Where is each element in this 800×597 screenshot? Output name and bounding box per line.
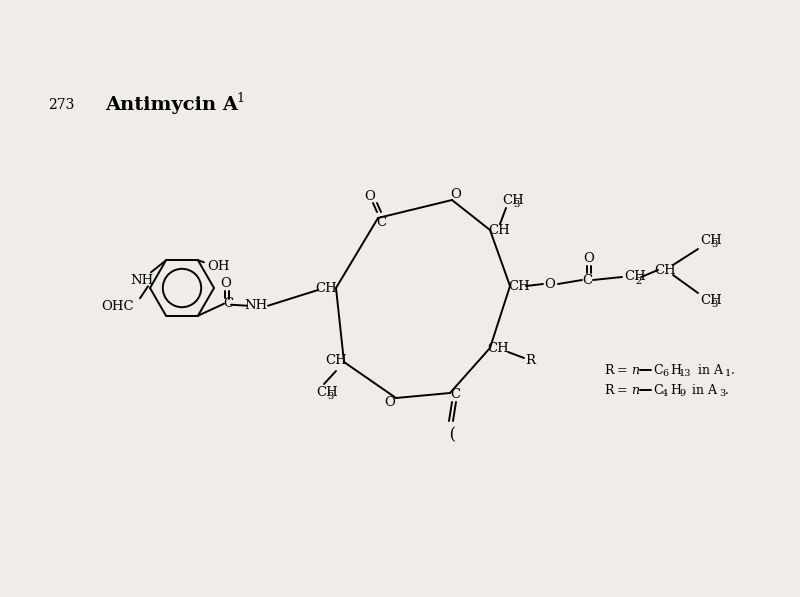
Text: OHC: OHC [102,300,134,313]
Text: 3: 3 [514,200,520,209]
Text: CH: CH [488,223,510,236]
Text: H: H [670,383,681,396]
Text: CH: CH [316,386,338,399]
Text: .: . [731,364,735,377]
Text: O: O [365,189,375,202]
Text: 3: 3 [719,389,726,399]
Text: C: C [653,364,662,377]
Text: n: n [631,364,639,377]
Text: 273: 273 [48,98,74,112]
Text: 1: 1 [236,91,244,104]
Text: 9: 9 [679,389,685,399]
Text: CH: CH [654,263,676,276]
Text: ): ) [448,423,454,439]
Text: CH: CH [700,294,722,306]
Text: C: C [653,383,662,396]
Text: CH: CH [502,193,524,207]
Text: 6: 6 [662,370,668,378]
Text: CH: CH [508,279,530,293]
Text: CH: CH [325,355,347,368]
Text: NH: NH [130,274,154,287]
Text: CH: CH [487,341,509,355]
Text: 2: 2 [636,277,642,286]
Text: 3: 3 [327,392,334,401]
Text: n: n [631,383,639,396]
Text: in A: in A [694,364,723,377]
Text: CH: CH [700,233,722,247]
Text: R: R [525,353,535,367]
Text: .: . [725,383,729,396]
Text: OH: OH [206,260,230,273]
Text: O: O [385,396,395,410]
Text: O: O [583,253,594,266]
Text: 4: 4 [662,389,668,399]
Text: C: C [376,217,386,229]
Text: NH: NH [244,299,268,312]
Text: H: H [670,364,681,377]
Text: 3: 3 [711,240,718,249]
Text: CH: CH [315,282,337,294]
Text: 13: 13 [679,370,691,378]
Text: Antimycin A: Antimycin A [105,96,238,114]
Text: O: O [545,278,555,291]
Text: CH: CH [624,270,646,284]
Text: 3: 3 [711,300,718,309]
Text: C: C [582,273,592,287]
Text: O: O [221,277,231,290]
Text: R =: R = [605,383,630,396]
Text: in A: in A [688,383,717,396]
Text: R =: R = [605,364,630,377]
Text: 1: 1 [725,370,731,378]
Text: O: O [450,187,462,201]
Text: C: C [223,297,233,310]
Text: C: C [450,389,460,402]
